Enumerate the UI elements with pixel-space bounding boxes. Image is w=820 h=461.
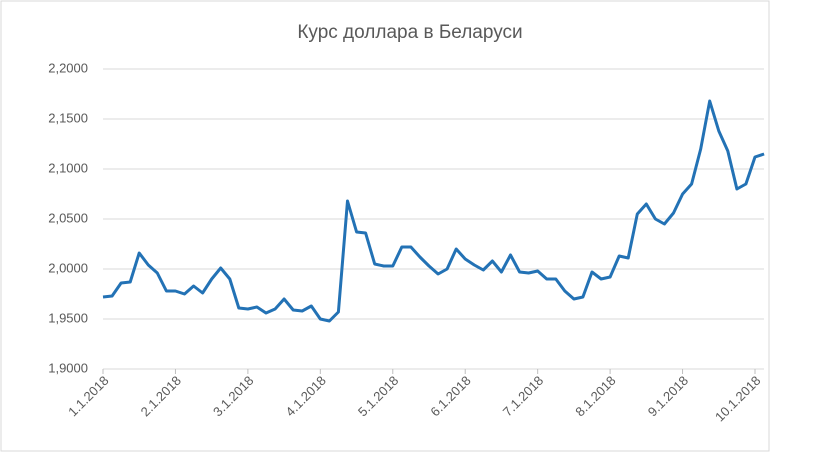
chart-title: Курс доллара в Беларуси (297, 22, 522, 43)
y-tick-label: 2,0000 (48, 260, 88, 275)
y-tick-label: 1,9500 (48, 310, 88, 325)
y-tick-label: 2,1000 (48, 160, 88, 175)
data-line (102, 99, 765, 323)
chart-frame (0, 0, 770, 452)
y-tick-label: 2,1500 (48, 110, 88, 125)
y-tick-label: 2,0500 (48, 210, 88, 225)
y-tick-label: 2,2000 (48, 60, 88, 75)
y-tick-label: 1,9000 (48, 360, 88, 375)
